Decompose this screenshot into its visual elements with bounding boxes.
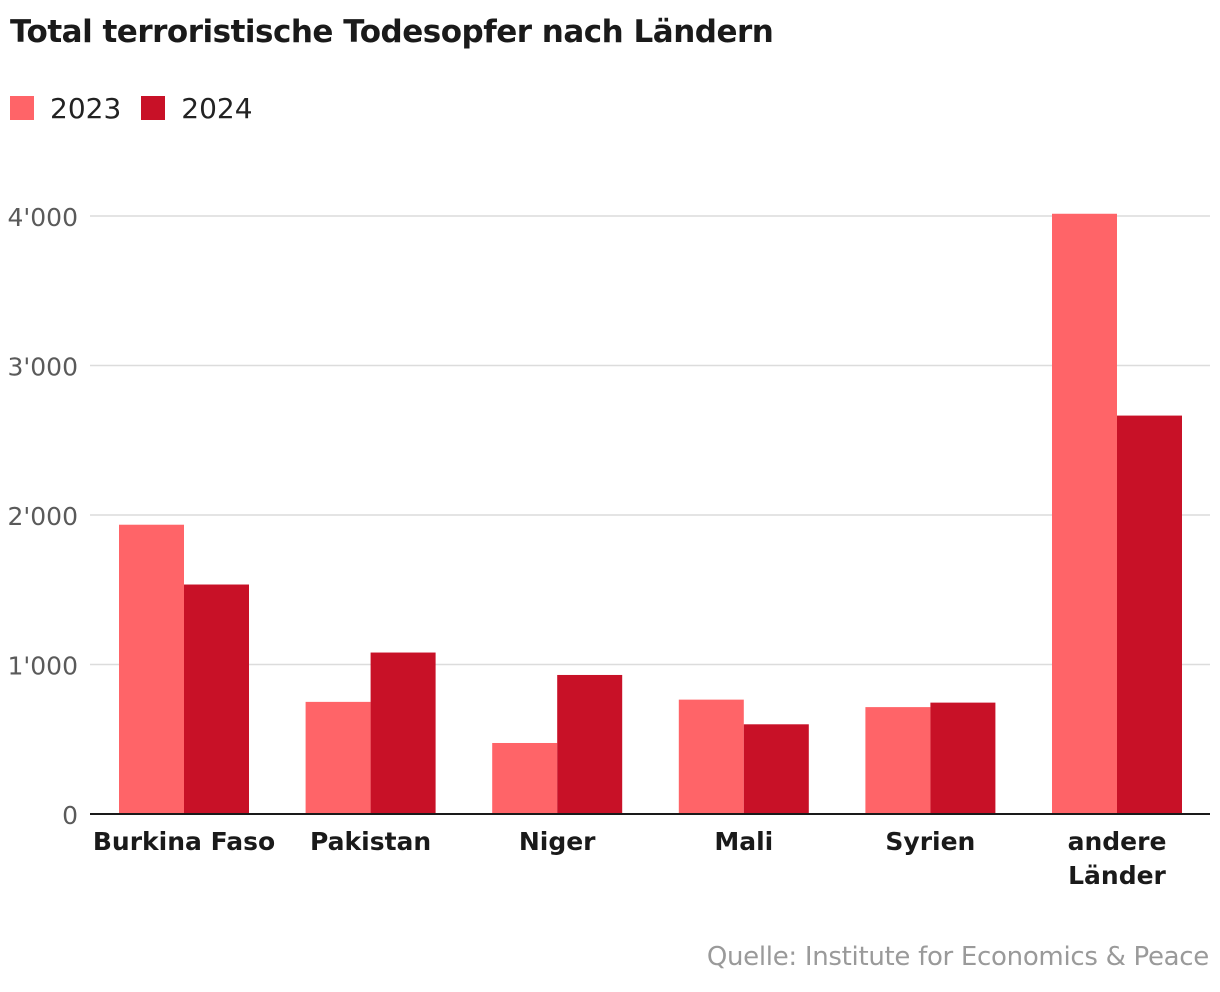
bar-2024-syrien: [930, 702, 996, 814]
y-tick-label: 2'000: [8, 502, 79, 531]
gridlines: [90, 215, 1210, 666]
x-tick-label: andere Länder: [1068, 827, 1167, 890]
bar-2023-mali: [678, 699, 744, 814]
legend-item-2023: 2023: [10, 92, 121, 125]
bar-2023-niger: [492, 742, 558, 814]
bar-2024-andere-länder: [1117, 415, 1182, 814]
bar-2023-burkina-faso: [119, 524, 184, 814]
y-tick-label: 1'000: [8, 652, 79, 681]
legend-label-2023: 2023: [50, 91, 122, 125]
legend-label-2024: 2024: [181, 91, 253, 125]
x-tick-label: Mali: [714, 827, 773, 856]
legend: 2023 2024: [10, 91, 273, 125]
y-tick-label: 3'000: [8, 353, 79, 382]
chart-title: Total terroristische Todesopfer nach Län…: [10, 14, 774, 50]
x-tick-label: Niger: [519, 827, 596, 856]
legend-swatch-2023: [10, 96, 34, 120]
bar-2024-pakistan: [370, 652, 436, 814]
bar-2023-syrien: [865, 707, 931, 814]
bars: [119, 213, 1182, 814]
x-axis-labels: Burkina Faso Pakistan Niger Mali Syrien ander…: [93, 827, 1167, 890]
bar-2024-burkina-faso: [184, 584, 249, 814]
bar-2023-pakistan: [305, 701, 371, 814]
y-tick-label: 0: [62, 801, 78, 830]
legend-swatch-2024: [141, 96, 166, 120]
source-note: Quelle: Institute for Economics & Peace: [706, 942, 1209, 972]
bar-2023-andere-länder: [1052, 213, 1117, 814]
bar-2024-niger: [557, 674, 623, 814]
y-axis-ticks: 0 1'000 2'000 3'000 4'000: [8, 203, 79, 830]
bar-2024-mali: [743, 724, 809, 814]
legend-item-2024: 2024: [141, 91, 253, 125]
x-tick-label: Pakistan: [310, 827, 431, 856]
x-tick-label: Syrien: [885, 827, 975, 856]
y-tick-label: 4'000: [8, 203, 79, 232]
x-tick-label: Burkina Faso: [93, 827, 275, 856]
